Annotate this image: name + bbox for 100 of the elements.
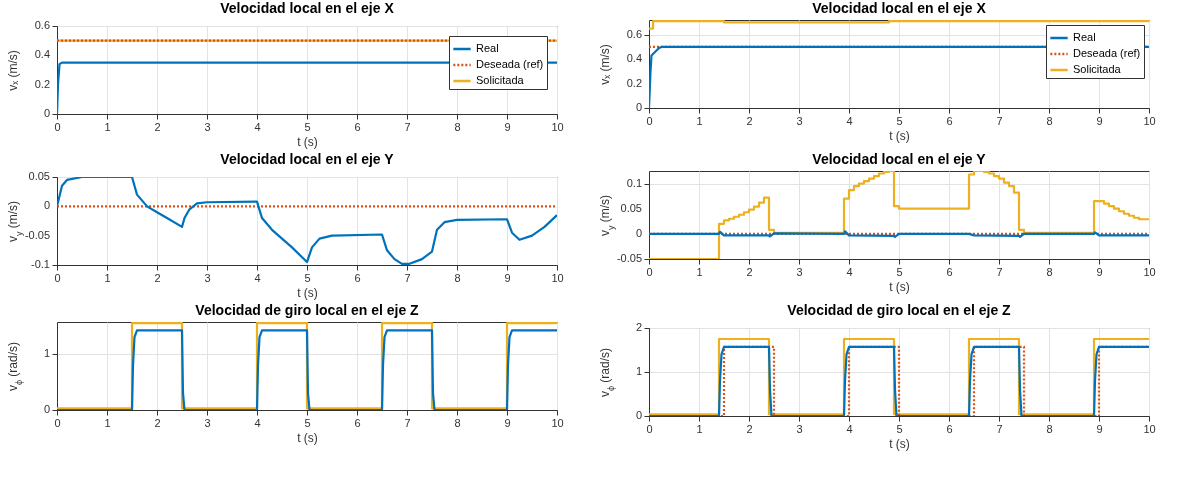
x-tick-label: 1 [696,265,703,278]
legend-label: Real [1073,31,1096,43]
x-tick-label: 1 [104,271,111,284]
y-tick-label: 0 [43,199,50,212]
x-tick-label: 2 [746,265,753,278]
y-tick-label: 0.1 [626,176,642,189]
chart-title: Velocidad local en el eje Y [220,151,395,167]
y-tick-label: 1 [635,365,642,377]
x-tick-label: 9 [1096,422,1103,435]
x-tick-label: 1 [696,422,703,435]
x-tick-label: 10 [1143,114,1156,127]
y-tick-label: 0.2 [34,77,50,90]
x-tick-label: 7 [996,422,1003,435]
x-tick-label: 9 [504,271,511,284]
x-tick-label: 4 [846,422,853,435]
x-tick-label: 0 [646,265,653,278]
x-tick-label: 6 [354,416,361,429]
x-tick-label: 2 [154,120,161,133]
x-tick-label: 4 [846,265,853,278]
x-tick-label: 2 [746,422,753,435]
x-tick-label: 5 [304,271,311,284]
x-tick-label: 0 [54,271,61,284]
y-tick-label: 0 [635,226,642,239]
x-axis-title: t (s) [297,430,318,445]
x-tick-label: 10 [551,120,564,133]
legend-label: Solicitada [1073,63,1122,75]
x-tick-label: 5 [896,422,903,435]
chart-title: Velocidad local en el eje X [812,0,987,16]
legend-label: Real [476,42,499,54]
x-tick-label: 8 [1046,422,1053,435]
y-tick-label: 0.4 [34,48,50,61]
x-axis-title: t (s) [889,128,910,143]
x-tick-label: 9 [504,120,511,133]
x-tick-label: 10 [1143,265,1156,278]
x-tick-label: 3 [796,422,803,435]
x-tick-label: 8 [1046,265,1053,278]
x-tick-label: 9 [1096,265,1103,278]
x-tick-label: 9 [504,416,511,429]
y-tick-label: 0.6 [34,19,50,31]
x-tick-label: 6 [354,271,361,284]
x-tick-label: 7 [996,114,1003,127]
x-tick-label: 5 [896,265,903,278]
x-tick-label: 8 [454,416,461,429]
x-tick-label: 7 [996,265,1003,278]
x-tick-label: 10 [551,416,564,429]
x-tick-label: 0 [54,120,61,133]
x-axis-title: t (s) [889,436,910,451]
y-tick-label: -0.05 [616,252,642,264]
y-axis-title: vₓ (m/s) [598,44,612,85]
y-tick-label: 0.05 [28,170,50,182]
x-tick-label: 5 [896,114,903,127]
x-tick-label: 3 [204,120,211,133]
x-tick-label: 4 [254,120,261,133]
x-tick-label: 6 [354,120,361,133]
y-tick-label: 2 [635,321,642,333]
x-tick-label: 2 [746,114,753,127]
y-tick-label: -0.1 [31,258,50,270]
x-tick-label: 0 [54,416,61,429]
x-tick-label: 1 [104,120,111,133]
x-tick-label: 3 [204,416,211,429]
y-tick-label: 1 [43,346,50,359]
x-axis-title: t (s) [297,285,318,300]
chart-title: Velocidad de giro local en el eje Z [787,302,1012,318]
x-tick-label: 4 [254,271,261,284]
x-tick-label: 6 [946,422,953,435]
x-tick-label: 7 [404,271,411,284]
chart-title: Velocidad local en el eje Y [812,151,987,167]
x-tick-label: 5 [304,120,311,133]
x-tick-label: 8 [454,120,461,133]
y-axis-title: vₓ (m/s) [6,50,20,91]
x-tick-label: 4 [846,114,853,127]
y-tick-label: 0 [635,101,642,113]
chart-title: Velocidad local en el eje X [220,0,395,16]
chart-title: Velocidad de giro local en el eje Z [195,302,420,318]
legend-label: Solicitada [476,74,525,86]
x-tick-label: 3 [796,265,803,278]
x-tick-label: 9 [1096,114,1103,127]
y-tick-label: 0.6 [626,27,642,40]
x-tick-label: 5 [304,416,311,429]
x-tick-label: 2 [154,416,161,429]
x-axis-title: t (s) [297,134,318,149]
x-tick-label: 6 [946,265,953,278]
x-tick-label: 2 [154,271,161,284]
x-tick-label: 1 [696,114,703,127]
y-tick-label: -0.05 [24,228,50,241]
x-tick-label: 8 [454,271,461,284]
legend-label: Deseada (ref) [476,58,544,70]
x-tick-label: 6 [946,114,953,127]
x-tick-label: 4 [254,416,261,429]
x-tick-label: 7 [404,120,411,133]
x-tick-label: 0 [646,422,653,435]
y-tick-label: 0.4 [626,52,642,65]
y-tick-label: 0 [43,403,50,415]
x-tick-label: 8 [1046,114,1053,127]
x-tick-label: 0 [646,114,653,127]
x-tick-label: 3 [204,271,211,284]
x-axis-title: t (s) [889,279,910,294]
x-tick-label: 10 [1143,422,1156,435]
y-tick-label: 0.05 [620,201,642,214]
x-tick-label: 10 [551,271,564,284]
